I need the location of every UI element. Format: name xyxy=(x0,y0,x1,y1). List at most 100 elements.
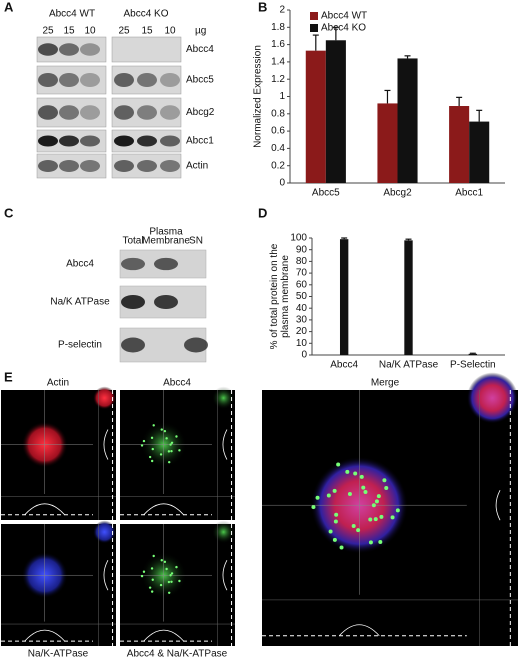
blot-band xyxy=(114,73,134,87)
puncta xyxy=(384,486,389,491)
error-bar xyxy=(384,89,391,104)
column-label: Total xyxy=(122,236,143,247)
blot-band xyxy=(154,294,178,310)
blot-band xyxy=(59,160,79,172)
puncta xyxy=(152,424,155,427)
blot-band xyxy=(59,73,79,87)
error-bar xyxy=(469,352,476,354)
blot-band xyxy=(160,135,180,147)
panel-label: C xyxy=(4,205,14,220)
puncta xyxy=(178,579,181,583)
puncta xyxy=(356,528,361,533)
puncta xyxy=(150,590,154,593)
puncta xyxy=(159,583,163,587)
legend-label: Abcc4 WT xyxy=(321,11,367,22)
protein-label: Abcc5 xyxy=(186,75,214,86)
outline xyxy=(222,560,228,591)
column-footer: Na/K-ATPase xyxy=(28,649,89,660)
y-tick-label: 1 xyxy=(279,91,285,102)
error-bar xyxy=(456,96,463,107)
blot-band xyxy=(160,105,180,120)
bar xyxy=(404,240,413,355)
bar xyxy=(468,353,478,355)
y-tick-label: 20 xyxy=(296,326,308,337)
puncta xyxy=(374,499,379,504)
puncta xyxy=(163,560,167,564)
column-header: Merge xyxy=(371,378,400,389)
lane-label: 10 xyxy=(84,26,96,37)
bar xyxy=(397,58,418,183)
group-label: Abcc4 KO xyxy=(123,9,168,20)
error-bar xyxy=(332,26,339,41)
blot-band xyxy=(80,135,100,147)
panel-label: D xyxy=(258,205,267,220)
outline xyxy=(24,629,65,642)
blot-band xyxy=(137,105,157,120)
puncta xyxy=(175,435,178,438)
y-tick-label: 100 xyxy=(290,233,307,244)
puncta xyxy=(169,574,172,577)
y-tick-label: 1.8 xyxy=(271,22,285,33)
puncta xyxy=(150,459,154,463)
blot-band xyxy=(184,337,208,353)
error-bar xyxy=(312,34,319,51)
blot-band xyxy=(38,73,58,87)
puncta xyxy=(170,580,173,584)
protein-label: Actin xyxy=(186,161,208,172)
puncta xyxy=(175,565,178,569)
y-tick-label: 90 xyxy=(296,244,308,255)
outline xyxy=(103,429,109,460)
puncta xyxy=(167,591,171,594)
puncta xyxy=(140,574,144,578)
group-label: Abcc4 WT xyxy=(49,9,95,20)
puncta xyxy=(376,494,381,499)
blot-band xyxy=(80,43,100,56)
column-label: Membrane xyxy=(142,236,190,247)
puncta xyxy=(163,429,167,433)
puncta xyxy=(373,517,378,522)
blot-band xyxy=(160,160,180,172)
y-tick-label: 0.8 xyxy=(271,108,285,119)
blot-band xyxy=(121,257,145,271)
outline xyxy=(103,560,109,591)
blot-band xyxy=(137,135,157,147)
y-tick-label: 60 xyxy=(296,279,308,290)
y-tick-label: 70 xyxy=(296,268,308,279)
puncta xyxy=(382,478,387,483)
puncta xyxy=(328,529,333,534)
blot-band xyxy=(59,135,79,147)
protein-label: Abcc4 xyxy=(66,259,94,270)
bar xyxy=(377,103,398,183)
puncta xyxy=(368,517,373,522)
puncta xyxy=(359,474,364,479)
y-tick-label: 40 xyxy=(296,303,308,314)
y-axis-label: plasma membrane xyxy=(280,255,291,338)
blot-band xyxy=(59,43,79,56)
puncta xyxy=(345,469,350,474)
puncta xyxy=(170,572,174,575)
puncta xyxy=(142,439,146,443)
x-tick-label: Abcc4 xyxy=(330,360,358,371)
blot-band xyxy=(121,337,145,353)
puncta xyxy=(339,545,344,550)
puncta xyxy=(151,447,154,451)
column-label: Plasma xyxy=(149,227,183,238)
y-tick-label: 2 xyxy=(279,5,285,16)
protein-label: P-selectin xyxy=(58,340,102,351)
blot-band xyxy=(121,294,145,310)
error-bar xyxy=(405,238,412,241)
blot-band xyxy=(80,160,100,172)
blot-band xyxy=(137,73,157,87)
x-tick-label: Na/K ATPase xyxy=(379,360,439,371)
puncta xyxy=(142,570,146,573)
lane-label: 10 xyxy=(164,26,176,37)
puncta xyxy=(150,567,154,570)
y-axis-label: Normalized Expression xyxy=(253,45,264,148)
y-tick-label: 30 xyxy=(296,315,308,326)
y-tick-label: 0 xyxy=(301,350,307,361)
blot-band xyxy=(38,43,58,56)
outline xyxy=(143,503,184,516)
puncta xyxy=(390,515,395,520)
puncta xyxy=(336,462,341,467)
